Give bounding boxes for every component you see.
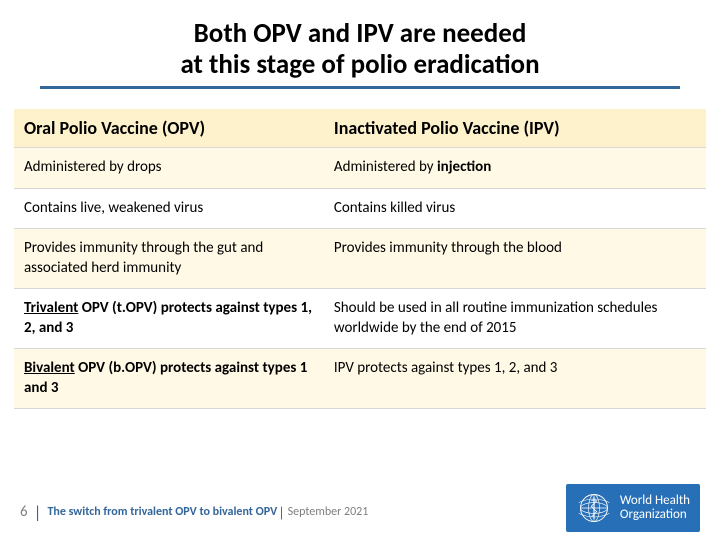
table-row: Provides immunity through the gut and as… xyxy=(14,229,706,289)
cell-opv: Provides immunity through the gut and as… xyxy=(14,229,324,289)
slide-footer: 6 | The switch from trivalent OPV to biv… xyxy=(0,484,720,540)
cell-opv: Contains live, weakened virus xyxy=(14,188,324,229)
cell-ipv: IPV protects against types 1, 2, and 3 xyxy=(324,349,706,409)
footer-divider: | xyxy=(34,502,42,523)
table-row: Contains live, weakened virusContains ki… xyxy=(14,188,706,229)
cell-ipv: Contains killed virus xyxy=(324,188,706,229)
cell-opv: Administered by drops xyxy=(14,148,324,189)
comparison-table: Oral Polio Vaccine (OPV) Inactivated Pol… xyxy=(14,109,706,409)
title-line-1: Both OPV and IPV are needed xyxy=(40,18,680,49)
cell-ipv: Should be used in all routine immunizati… xyxy=(324,289,706,349)
cell-opv: Trivalent OPV (t.OPV) protects against t… xyxy=(14,289,324,349)
col-header-opv: Oral Polio Vaccine (OPV) xyxy=(14,109,324,148)
who-text-line1: World Health xyxy=(620,494,690,508)
col-header-ipv: Inactivated Polio Vaccine (IPV) xyxy=(324,109,706,148)
cell-opv: Bivalent OPV (b.OPV) protects against ty… xyxy=(14,349,324,409)
who-text: World Health Organization xyxy=(620,494,690,523)
cell-ipv: Administered by injection xyxy=(324,148,706,189)
table-row: Administered by dropsAdministered by inj… xyxy=(14,148,706,189)
title-line-2: at this stage of polio eradication xyxy=(40,49,680,80)
footer-date: September 2021 xyxy=(288,505,369,519)
cell-ipv: Provides immunity through the blood xyxy=(324,229,706,289)
title-underline xyxy=(40,86,680,89)
footer-divider-2: | xyxy=(278,504,284,521)
who-logo: World Health Organization xyxy=(566,484,700,532)
slide-title-area: Both OPV and IPV are needed at this stag… xyxy=(0,0,720,99)
page-number: 6 xyxy=(20,503,28,521)
table-row: Bivalent OPV (b.OPV) protects against ty… xyxy=(14,349,706,409)
footer-title: The switch from trivalent OPV to bivalen… xyxy=(47,505,277,519)
comparison-table-wrap: Oral Polio Vaccine (OPV) Inactivated Pol… xyxy=(0,99,720,409)
who-text-line2: Organization xyxy=(620,508,690,522)
who-emblem-icon xyxy=(576,490,612,526)
table-header-row: Oral Polio Vaccine (OPV) Inactivated Pol… xyxy=(14,109,706,148)
table-row: Trivalent OPV (t.OPV) protects against t… xyxy=(14,289,706,349)
